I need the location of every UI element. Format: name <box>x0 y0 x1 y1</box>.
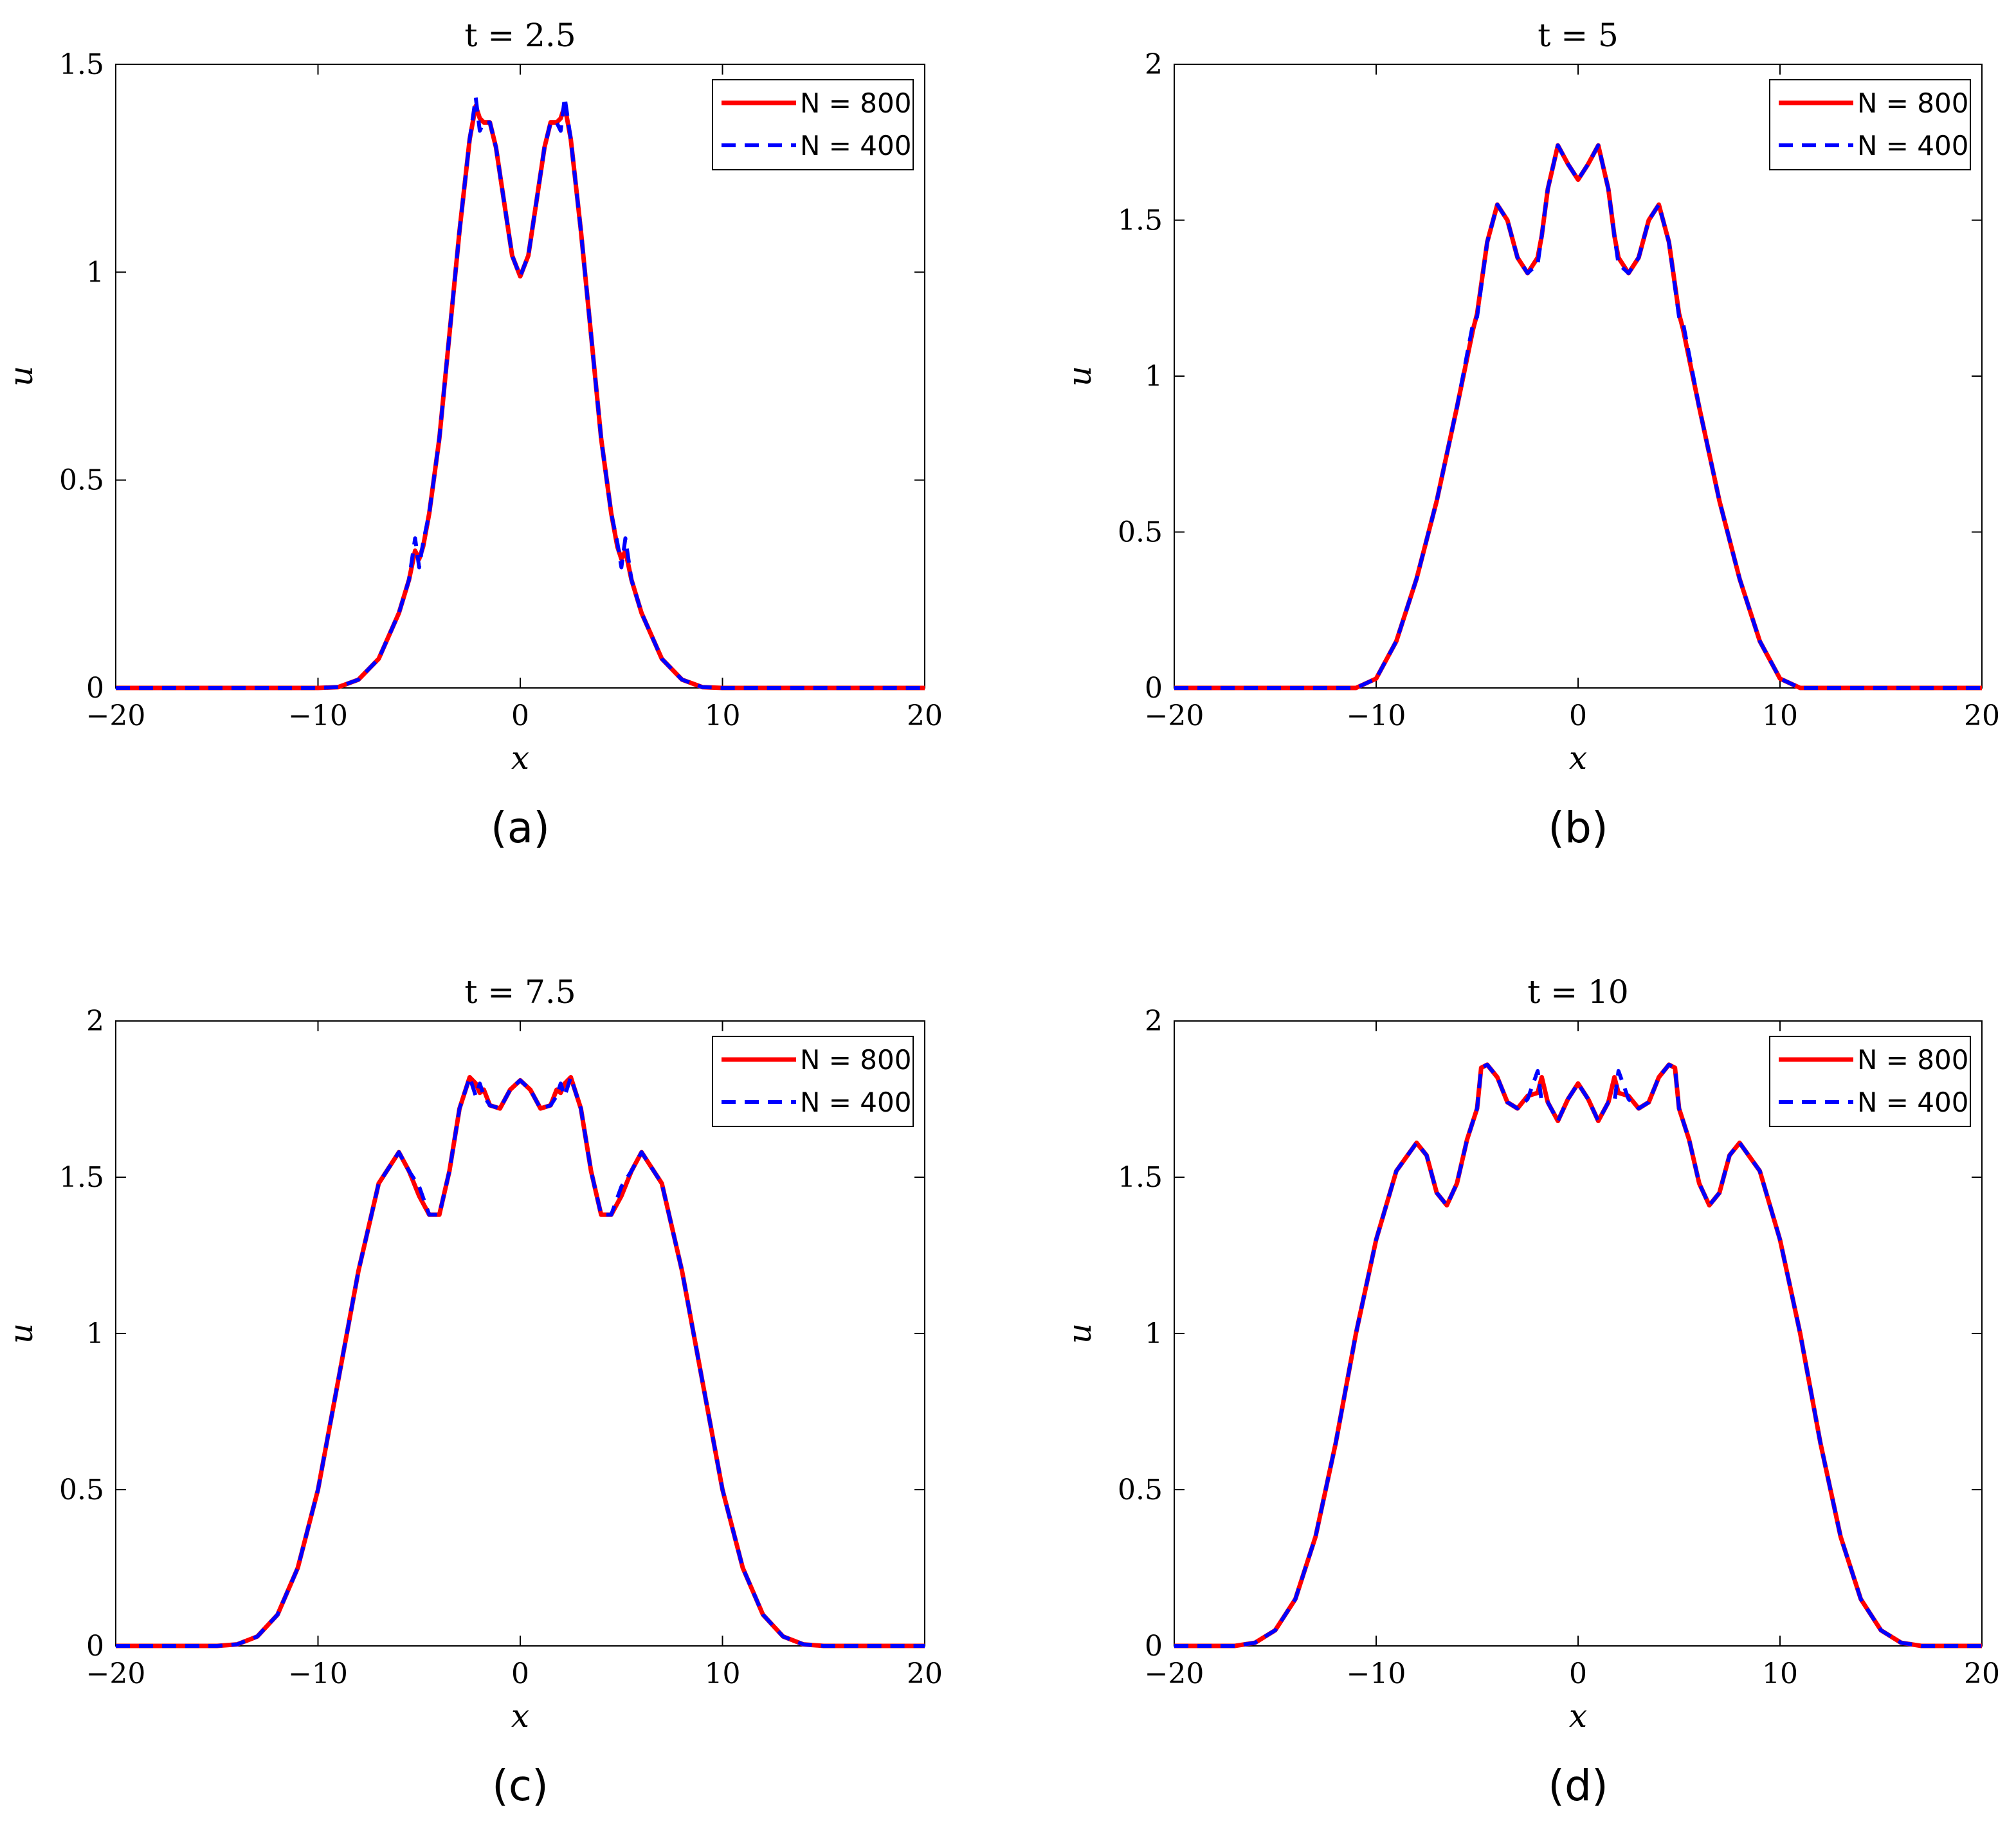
chart-b-panel-label: (b) <box>1548 803 1608 853</box>
chart-b-y-tick-label: 0 <box>1145 672 1163 705</box>
chart-a-x-tick-label: −10 <box>288 700 348 732</box>
chart-c-x-tick-label: 20 <box>907 1657 943 1690</box>
chart-a-legend-box <box>712 79 914 170</box>
chart-b-y-tick-label: 1.5 <box>1118 204 1163 237</box>
chart-d-legend-label: N = 800 <box>1857 1044 1968 1076</box>
chart-c-panel-label: (c) <box>492 1761 549 1810</box>
chart-d-legend-label: N = 400 <box>1857 1087 1968 1118</box>
chart-d-panel-label: (d) <box>1548 1761 1608 1810</box>
chart-b-y-tick-label: 1 <box>1145 360 1163 393</box>
chart-b-y-axis-label: u <box>1061 366 1098 386</box>
chart-a-y-tick-label: 1 <box>86 256 104 289</box>
chart-c-legend: N = 800 N = 400 <box>712 1036 914 1127</box>
chart-b-x-tick-label: 0 <box>1569 700 1587 732</box>
chart-a-title: t = 2.5 <box>464 17 576 54</box>
chart-b-legend: N = 800 N = 400 <box>1769 79 1971 170</box>
chart-c-y-tick-label: 1.5 <box>59 1161 104 1194</box>
chart-d-x-tick-label: −20 <box>1145 1657 1204 1690</box>
chart-b-x-tick-label: −20 <box>1145 700 1204 732</box>
chart-d-legend-box <box>1769 1036 1971 1127</box>
chart-d-x-tick-label: 10 <box>1762 1657 1798 1690</box>
chart-d-y-tick-label: 0.5 <box>1118 1474 1163 1506</box>
chart-d-x-tick-label: −10 <box>1347 1657 1406 1690</box>
chart-d-title: t = 10 <box>1527 973 1628 1011</box>
chart-d-y-tick-label: 1.5 <box>1118 1161 1163 1194</box>
chart-a-y-tick-label: 0 <box>86 672 104 705</box>
chart-b-title: t = 5 <box>1538 17 1619 54</box>
chart-c-series-n800-line <box>116 1075 925 1648</box>
chart-b-series-n800-line <box>1174 143 1982 691</box>
chart-b-x-axis-label: x <box>1569 739 1587 777</box>
chart-c-y-tick-label: 2 <box>86 1005 104 1038</box>
chart-c-x-tick-label: −20 <box>86 1657 146 1690</box>
chart-a-x-tick-label: 0 <box>511 700 529 732</box>
chart-d-y-tick-label: 1 <box>1145 1317 1163 1350</box>
chart-c-x-tick-label: 10 <box>705 1657 741 1690</box>
chart-a-y-tick-label: 1.5 <box>59 48 104 81</box>
chart-a-legend-label: N = 800 <box>800 87 911 119</box>
chart-c-x-axis-label: x <box>511 1697 529 1735</box>
chart-c-y-tick-label: 1 <box>86 1317 104 1350</box>
chart-d-y-axis-label: u <box>1061 1323 1098 1344</box>
chart-b-legend-label: N = 800 <box>1857 87 1968 119</box>
chart-c-x-tick-label: 0 <box>511 1657 529 1690</box>
chart-b-legend-box <box>1769 79 1971 170</box>
chart-c-y-tick-label: 0.5 <box>59 1474 104 1506</box>
chart-b-series-n400-line <box>1174 143 1982 690</box>
chart-a-y-tick-label: 0.5 <box>59 464 104 497</box>
chart-c-y-tick-label: 0 <box>86 1630 104 1663</box>
chart-panel-d: −20 −10 0 10 20 0 0.5 1 1.5 2 t = 10 x u N = 800 N = 4… <box>1061 973 2000 1810</box>
chart-a-x-tick-label: 20 <box>907 700 943 732</box>
chart-d-legend: N = 800 N = 400 <box>1769 1036 1971 1127</box>
chart-a-legend-label: N = 400 <box>800 130 911 161</box>
chart-d-series-n400-line <box>1174 1063 1982 1648</box>
chart-b-x-tick-label: −10 <box>1347 700 1406 732</box>
chart-d-series-n800-line <box>1174 1062 1982 1648</box>
chart-a-x-tick-label: −20 <box>86 700 146 732</box>
chart-a-x-tick-label: 10 <box>705 700 741 732</box>
chart-b-y-tick-label: 0.5 <box>1118 516 1163 549</box>
chart-d-y-tick-label: 0 <box>1145 1630 1163 1663</box>
chart-c-legend-label: N = 800 <box>800 1044 911 1076</box>
chart-a-y-axis-label: u <box>3 366 40 386</box>
chart-c-y-axis-label: u <box>3 1323 40 1344</box>
chart-a-series-n800-line <box>116 104 925 691</box>
chart-c-legend-label: N = 400 <box>800 1087 911 1118</box>
chart-a-series-n400-line <box>116 95 925 690</box>
chart-panel-b: −20 −10 0 10 20 0 0.5 1 1.5 2 t = 5 x u N = 800 N = 40… <box>1061 17 2000 853</box>
chart-d-x-tick-label: 0 <box>1569 1657 1587 1690</box>
chart-c-legend-box <box>712 1036 914 1127</box>
chart-c-series-n400-line <box>116 1075 925 1648</box>
chart-c-title: t = 7.5 <box>464 973 576 1011</box>
chart-panel-a: −20 −10 0 10 20 0 0.5 1 1.5 t = 2.5 x u N = 800 N = 4… <box>3 17 943 853</box>
chart-d-y-tick-label: 2 <box>1145 1005 1163 1038</box>
chart-d-x-axis-label: x <box>1569 1697 1587 1735</box>
chart-b-y-tick-label: 2 <box>1145 48 1163 81</box>
chart-c-x-tick-label: −10 <box>288 1657 348 1690</box>
chart-a-legend: N = 800 N = 400 <box>712 79 914 170</box>
chart-d-x-tick-label: 20 <box>1964 1657 2000 1690</box>
chart-a-x-axis-label: x <box>511 739 529 777</box>
chart-a-panel-label: (a) <box>491 803 550 853</box>
chart-b-x-tick-label: 20 <box>1964 700 2000 732</box>
chart-b-x-tick-label: 10 <box>1762 700 1798 732</box>
chart-b-legend-label: N = 400 <box>1857 130 1968 161</box>
